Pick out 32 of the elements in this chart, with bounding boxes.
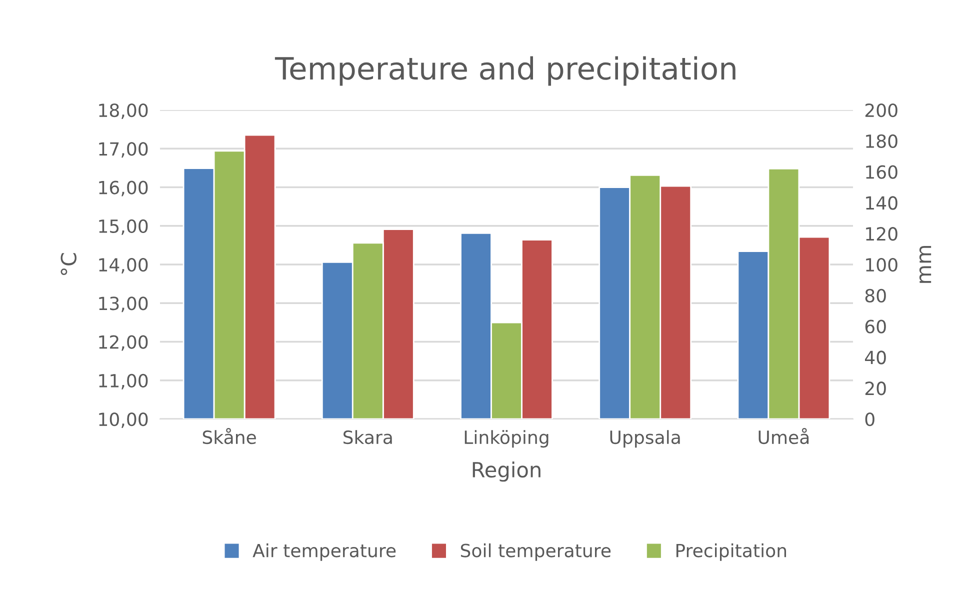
y2-tick-label: 140 [866,196,898,210]
y2-tick-label: 20 [865,382,886,396]
y-tick-label: 18,00 [99,103,148,119]
legend-label: Soil temperature [460,543,611,561]
x-tick-label: Linköping [464,430,548,448]
legend-label: Air temperature [252,543,396,561]
x-tick-label: Umeå [758,428,809,444]
y2-axis-title: mm [919,246,932,283]
x-tick-label: Skara [344,430,392,444]
y-tick-label: 16,00 [99,180,148,196]
y2-tick-label: 60 [865,320,886,334]
y-tick-label: 17,00 [99,142,148,158]
legend-label: Precipitation [676,543,786,561]
y2-tick-label: 40 [864,350,886,364]
y-tick-label: 13,00 [99,296,148,312]
y2-tick-label: 180 [866,134,898,148]
y2-tick-label: 120 [866,227,898,241]
y-tick-label: 15,00 [99,219,148,235]
y-tick-label: 12,00 [99,335,148,351]
x-tick-label: Uppsala [610,430,680,448]
y2-tick-label: 100 [866,258,898,272]
y2-tick-label: 200 [865,103,898,118]
x-tick-label: Skåne [202,428,256,444]
y2-tick-label: 0 [865,412,874,426]
y2-tick-label: 80 [865,288,886,303]
chart-title: Temperature and precipitation [274,56,736,86]
y-tick-label: 11,00 [99,374,148,390]
y2-tick-label: 160 [866,165,898,179]
y-tick-label: 10,00 [99,412,148,428]
x-axis-title: Region [472,461,540,482]
y-axis-title: °C [60,253,76,275]
y-tick-label: 14,00 [99,258,148,274]
